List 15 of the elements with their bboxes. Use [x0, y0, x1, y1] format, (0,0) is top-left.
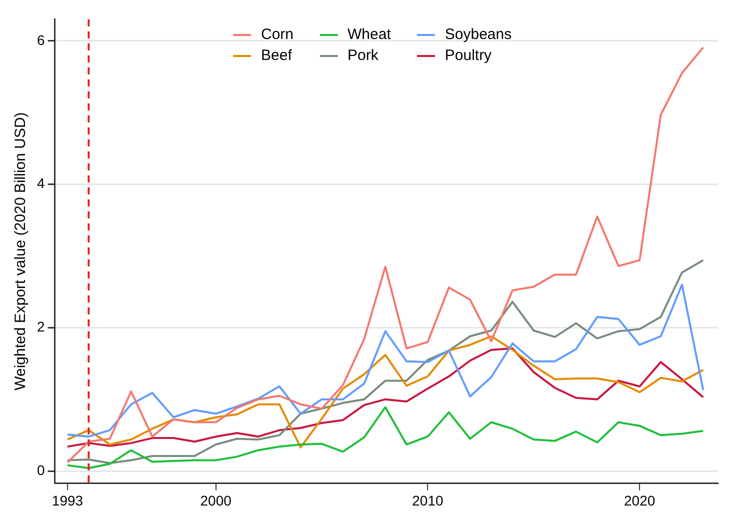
legend-label: Wheat [348, 26, 391, 43]
legend-label: Soybeans [444, 26, 512, 43]
y-tick-label: 4 [36, 175, 45, 192]
x-tick-label: 1993 [52, 492, 84, 508]
y-axis-title: Weighted Export value (2020 Billion USD) [12, 112, 30, 390]
x-tick-label: 2020 [624, 492, 656, 508]
legend-label: Pork [348, 47, 378, 64]
legend-label: Beef [261, 47, 292, 64]
y-tick-label: 2 [36, 318, 45, 335]
y-tick-label: 0 [36, 462, 45, 478]
x-tick-label: 2000 [200, 492, 232, 508]
legend-label: Corn [261, 26, 294, 43]
x-tick-label: 2010 [412, 492, 444, 508]
legend-label: Poultry [444, 47, 492, 64]
y-tick-label: 6 [36, 32, 45, 48]
